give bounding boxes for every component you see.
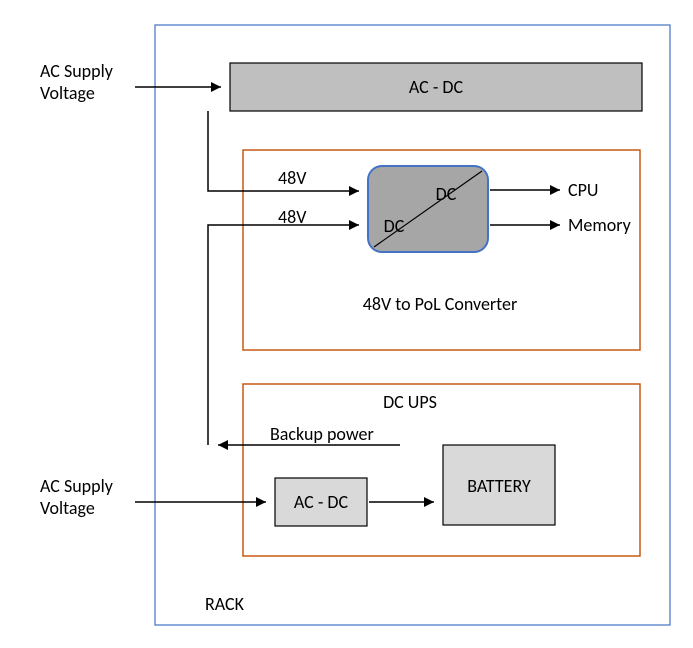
arrow-head (256, 497, 266, 507)
arrow-48v-bot (208, 225, 359, 445)
arrow-head (550, 185, 560, 195)
arrow-head (424, 497, 434, 507)
rack-box (155, 25, 670, 625)
acdc-top-label: AC - DC (409, 76, 464, 98)
dcdc-label-bot: DC (384, 215, 405, 237)
arrow-head (218, 440, 228, 450)
ac-supply-2b: Voltage (40, 497, 95, 519)
ups-panel (243, 384, 640, 556)
ac-supply-1b: Voltage (40, 82, 95, 104)
arrow-head (349, 186, 359, 196)
battery-label: BATTERY (467, 475, 531, 497)
acdc2-label: AC - DC (294, 491, 349, 513)
v48-label-top: 48V (278, 167, 307, 189)
arrow-head (211, 82, 221, 92)
cpu-label: CPU (568, 179, 598, 201)
ac-supply-1a: AC Supply (40, 60, 114, 82)
backup-label: Backup power (270, 423, 374, 445)
ups-title: DC UPS (383, 391, 437, 413)
dcdc-label-top: DC (436, 183, 457, 205)
arrow-head (349, 220, 359, 230)
arrow-head (550, 220, 560, 230)
dcdc-caption: 48V to PoL Converter (363, 293, 518, 315)
rack-label: RACK (205, 593, 245, 615)
ac-supply-2a: AC Supply (40, 475, 114, 497)
memory-label: Memory (568, 214, 632, 236)
